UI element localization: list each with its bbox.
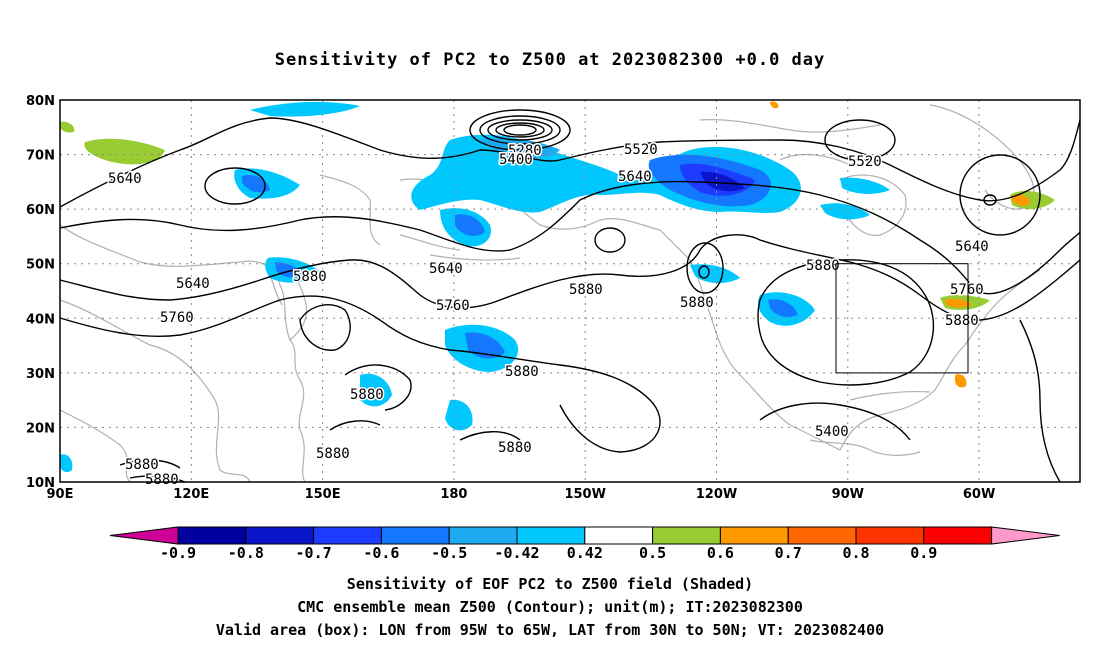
contour-label: 5880 [350, 387, 384, 403]
lon-label: 90E [47, 487, 74, 502]
contour-label: 5640 [955, 239, 989, 255]
colorbar-swatch [177, 526, 247, 545]
contour-label: 5880 [145, 472, 179, 488]
colorbar-swatch [448, 526, 518, 545]
lon-label: 120E [173, 487, 209, 502]
contour-label: 5640 [429, 261, 463, 277]
colorbar-tick-label: 0.7 [775, 544, 802, 562]
lat-label: 50N [26, 258, 55, 273]
contour-labels: 5280 5400 5520 5640 5640 5640 5640 5760 … [107, 141, 991, 490]
colorbar-tick-label: 0.8 [842, 544, 869, 562]
contour-label: 5760 [950, 282, 984, 298]
longitude-labels: 90E 120E 150E 180 150W 120W 90W 60W [47, 487, 996, 502]
colorbar-tick-label: 0.9 [910, 544, 937, 562]
colorbar-left-arrow [109, 526, 179, 545]
contour-label: 5880 [680, 295, 714, 311]
contour-label: 5760 [436, 298, 470, 314]
contour-label: 5520 [624, 142, 658, 158]
colorbar-swatch [855, 526, 925, 545]
lat-label: 30N [26, 367, 55, 382]
colorbar-tick-label: -0.8 [228, 544, 264, 562]
lon-label: 150W [564, 487, 605, 502]
lon-label: 60W [963, 487, 995, 502]
contour-label: 5880 [293, 269, 327, 285]
colorbar-swatch [516, 526, 586, 545]
colorbar-swatch [245, 526, 315, 545]
colorbar-right-arrow [991, 526, 1060, 545]
graticule [60, 100, 1080, 482]
colorbar-tick-label: -0.42 [494, 544, 539, 562]
contour-label: 5400 [815, 424, 849, 440]
colorbar [109, 526, 1060, 545]
lon-label: 180 [440, 487, 467, 502]
colorbar-tick-label: -0.9 [160, 544, 196, 562]
latitude-labels: 80N 70N 60N 50N 40N 30N 20N 10N [26, 94, 55, 491]
colorbar-swatch [923, 526, 993, 545]
contour-label: 5400 [499, 152, 533, 168]
map-figure: 5280 5400 5520 5640 5640 5640 5640 5760 … [26, 94, 1081, 562]
contour-label: 5880 [316, 446, 350, 462]
lon-label: 120W [696, 487, 737, 502]
contour-label: 5880 [125, 457, 159, 473]
contour-label: 5880 [505, 364, 539, 380]
z500-contours [59, 109, 1081, 483]
colorbar-labels: -0.9 -0.8 -0.7 -0.6 -0.5 -0.42 0.42 0.5 0.6 0.7 0.… [160, 544, 937, 562]
colorbar-swatch [787, 526, 857, 545]
colorbar-tick-label: 0.5 [639, 544, 666, 562]
valid-area-box [835, 263, 969, 374]
lat-label: 80N [26, 94, 55, 109]
map-title: Sensitivity of PC2 to Z500 at 2023082300… [274, 50, 826, 70]
lon-label: 150E [305, 487, 341, 502]
lat-label: 60N [26, 203, 55, 218]
contour-label: 5880 [806, 258, 840, 274]
lat-label: 40N [26, 312, 55, 327]
caption-contour: CMC ensemble mean Z500 (Contour); unit(m… [297, 598, 803, 616]
lat-label: 20N [26, 421, 55, 436]
contour-label: 5640 [176, 276, 210, 292]
caption-valid-area: Valid area (box): LON from 95W to 65W, L… [215, 621, 885, 639]
contour-label: 5760 [160, 310, 194, 326]
lat-label: 70N [26, 149, 55, 164]
contour-label: 5640 [618, 169, 652, 185]
colorbar-swatch [719, 526, 789, 545]
colorbar-tick-label: 0.6 [707, 544, 734, 562]
colorbar-swatch [380, 526, 450, 545]
caption-shaded: Sensitivity of EOF PC2 to Z500 field (Sh… [346, 575, 754, 593]
contour-label: 5880 [569, 282, 603, 298]
contour-label: 5640 [108, 171, 142, 187]
map-frame [59, 99, 1081, 483]
coastlines [59, 104, 1041, 483]
colorbar-swatch [584, 526, 654, 545]
lon-label: 90W [832, 487, 864, 502]
colorbar-tick-label: -0.5 [431, 544, 467, 562]
lat-label: 10N [26, 476, 55, 491]
colorbar-tick-label: 0.42 [567, 544, 603, 562]
contour-label: 5880 [498, 440, 532, 456]
colorbar-swatch [313, 526, 382, 545]
contour-label: 5880 [945, 313, 979, 329]
colorbar-swatch [652, 526, 721, 545]
colorbar-tick-label: -0.6 [363, 544, 399, 562]
colorbar-tick-label: -0.7 [296, 544, 332, 562]
contour-label: 5280 [508, 143, 542, 159]
contour-label: 5520 [848, 154, 882, 170]
